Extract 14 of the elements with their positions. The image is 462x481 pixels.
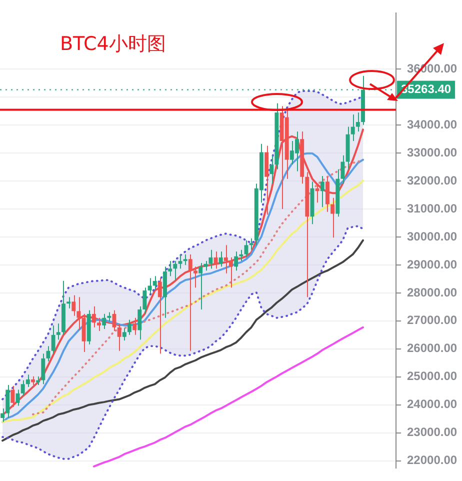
y-tick-label: 28000.00 xyxy=(407,285,458,300)
y-tick-label: 24000.00 xyxy=(407,397,458,412)
y-tick-label: 32000.00 xyxy=(407,173,458,188)
text: BTC4小时图 xyxy=(60,32,166,55)
y-tick-label: 23000.00 xyxy=(407,425,458,440)
y-tick-label: 31000.00 xyxy=(407,201,458,216)
y-tick-label: 26000.00 xyxy=(407,341,458,356)
y-tick-label: 27000.00 xyxy=(407,313,458,328)
y-tick-label: 30000.00 xyxy=(407,229,458,244)
y-tick-label: 34000.00 xyxy=(407,117,458,132)
y-tick-label: 22000.00 xyxy=(407,453,458,468)
y-tick-label: 29000.00 xyxy=(407,257,458,272)
y-tick-label: 25000.00 xyxy=(407,369,458,384)
y-tick-label: 33000.00 xyxy=(407,145,458,160)
